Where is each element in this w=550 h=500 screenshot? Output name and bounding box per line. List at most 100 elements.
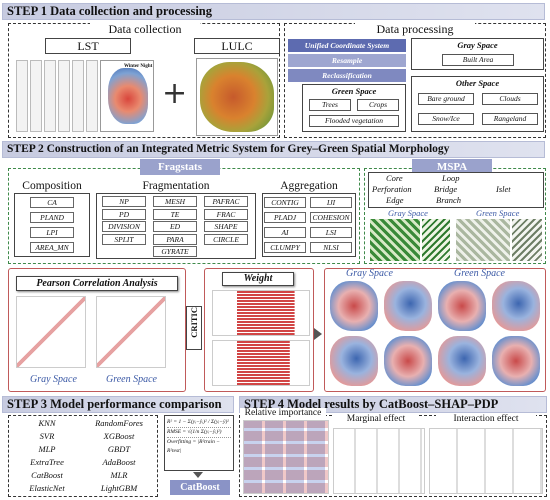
step2-title: STEP 2 Construction of an Integrated Met… (7, 143, 450, 155)
shap-relative-importance: Relative importance (240, 408, 326, 418)
metric-para: PARA (153, 233, 197, 245)
metric-cohesion: COHESION (310, 212, 352, 223)
metric-pland: PLAND (30, 212, 74, 223)
weight-bars-bottom (212, 340, 310, 386)
interaction-effect-plots (429, 428, 543, 494)
lst-stack: Winter Night (16, 60, 156, 136)
mspa-islet: Islet (496, 184, 511, 194)
process-step-1: Resample (288, 54, 406, 67)
green-item-crops: Crops (357, 99, 399, 111)
metric-mesh: MESH (153, 196, 197, 207)
lst-legend: Winter Night (124, 64, 153, 69)
mspa-branch: Branch (436, 195, 462, 205)
data-collection-title: Data collection (90, 22, 200, 37)
pearson-gray-label: Gray Space (30, 374, 77, 385)
fragstats-label: Fragstats (140, 159, 220, 175)
other-space-title: Other Space (455, 78, 500, 88)
metric-pd: PD (102, 208, 146, 220)
metric-shape: SHAPE (204, 221, 248, 232)
metric-iji: IJI (310, 197, 352, 208)
mspa-loop: Loop (442, 173, 460, 183)
pearson-green-matrix (96, 296, 166, 368)
mspa-gray-detail (422, 219, 450, 261)
model-extratree: ExtraTree (30, 457, 64, 467)
mspa-bridge: Bridge (434, 184, 458, 194)
lst-map (108, 68, 148, 124)
metric-pladj: PLADJ (264, 212, 306, 223)
plus-sign: + (162, 76, 188, 111)
mspa-perforation: Perforation (372, 184, 412, 194)
weighted-map-r1-c3 (438, 281, 486, 331)
critic-label: CRITIC (186, 306, 202, 350)
gray-space-box: Gray Space Built Area (411, 38, 544, 70)
metric-ai: AI (264, 227, 306, 238)
mspa-gray-label: Gray Space (388, 208, 428, 218)
weighted-maps-panel (324, 268, 546, 392)
weighted-map-r2-c1 (330, 336, 378, 386)
other-item-clouds: Clouds (482, 93, 538, 105)
metric-area-mn: AREA_MN (30, 242, 74, 253)
metric-nlsi: NLSI (310, 242, 352, 253)
process-step-0: Unified Coordinate System (288, 39, 406, 52)
green-item-trees: Trees (309, 99, 351, 111)
model-knn: KNN (38, 418, 56, 428)
green-space-box: Green Space Trees Crops Flooded vegetati… (302, 84, 406, 132)
maps-gray-label: Gray Space (346, 268, 393, 279)
pearson-green-label: Green Space (106, 374, 157, 385)
model-adaboost: AdaBoost (102, 457, 136, 467)
weighted-map-r1-c2 (384, 281, 432, 331)
metric-split: SPLIT (102, 233, 146, 245)
gray-space-item: Built Area (442, 54, 514, 66)
step1-title: STEP 1 Data collection and processing (7, 4, 212, 18)
weighted-map-r2-c4 (492, 336, 540, 386)
metric-gyrate: GYRATE (153, 246, 197, 257)
metric-pafrac: PAFRAC (204, 196, 248, 207)
model-gbdt: GBDT (107, 444, 131, 454)
metric-lsi: LSI (310, 227, 352, 238)
step4-title: STEP 4 Model results by CatBoost–SHAP–PD… (244, 397, 499, 411)
green-item-flooded: Flooded vegetation (309, 115, 399, 127)
fragmentation-title: Fragmentation (142, 180, 210, 192)
other-item-bare: Bare ground (418, 93, 474, 105)
lulc-map (200, 62, 274, 132)
step3-bar: STEP 3 Model performance comparison (2, 396, 234, 413)
weight-panel (204, 268, 314, 392)
formula-r2: R² = 1 − Σ(yᵢ−ŷᵢ)² / Σ(yᵢ−ȳ)² (167, 418, 231, 428)
metric-contig: CONTIG (264, 197, 306, 208)
step2-bar: STEP 2 Construction of an Integrated Met… (2, 141, 545, 158)
weighted-map-r1-c1 (330, 281, 378, 331)
pearson-gray-matrix (16, 296, 86, 368)
metric-ed: ED (153, 221, 197, 232)
process-step-2: Reclassification (288, 69, 406, 82)
weight-title: Weight (222, 272, 294, 286)
mspa-green-label: Green Space (476, 208, 520, 218)
weighted-map-r1-c4 (492, 281, 540, 331)
metric-circle: CIRCLE (204, 233, 248, 245)
model-mlp: MLP (38, 444, 56, 454)
model-elasticnet: ElasticNet (29, 483, 65, 493)
mspa-green-detail (512, 219, 542, 261)
other-space-box: Other Space Bare ground Clouds Snow/Ice … (411, 76, 544, 132)
shap-marginal-effect: Marginal effect (334, 414, 418, 424)
step1-bar: STEP 1 Data collection and processing (2, 3, 545, 20)
weighted-map-r2-c3 (438, 336, 486, 386)
model-svr: SVR (39, 431, 55, 441)
metric-division: DIVISION (102, 221, 146, 232)
metric-lpi: LPI (30, 227, 74, 238)
pearson-title: Pearson Correlation Analysis (16, 276, 178, 291)
pearson-panel (8, 268, 186, 392)
model-catboost: CatBoost (31, 470, 63, 480)
gray-space-title: Gray Space (457, 40, 498, 50)
model-randomfores: RandomFores (95, 418, 143, 428)
relative-importance-plots (243, 420, 329, 494)
mspa-green-map (456, 219, 510, 261)
mspa-edge: Edge (386, 195, 404, 205)
mspa-gray-map (370, 219, 420, 261)
data-processing-title: Data processing (355, 22, 475, 37)
model-xgboost: XGBoost (103, 431, 135, 441)
down-arrow (193, 472, 203, 478)
green-space-title: Green Space (331, 86, 377, 96)
metric-ca: CA (30, 197, 74, 208)
lulc-label: LULC (194, 38, 280, 54)
shap-interaction-effect: Interaction effect (436, 414, 536, 424)
